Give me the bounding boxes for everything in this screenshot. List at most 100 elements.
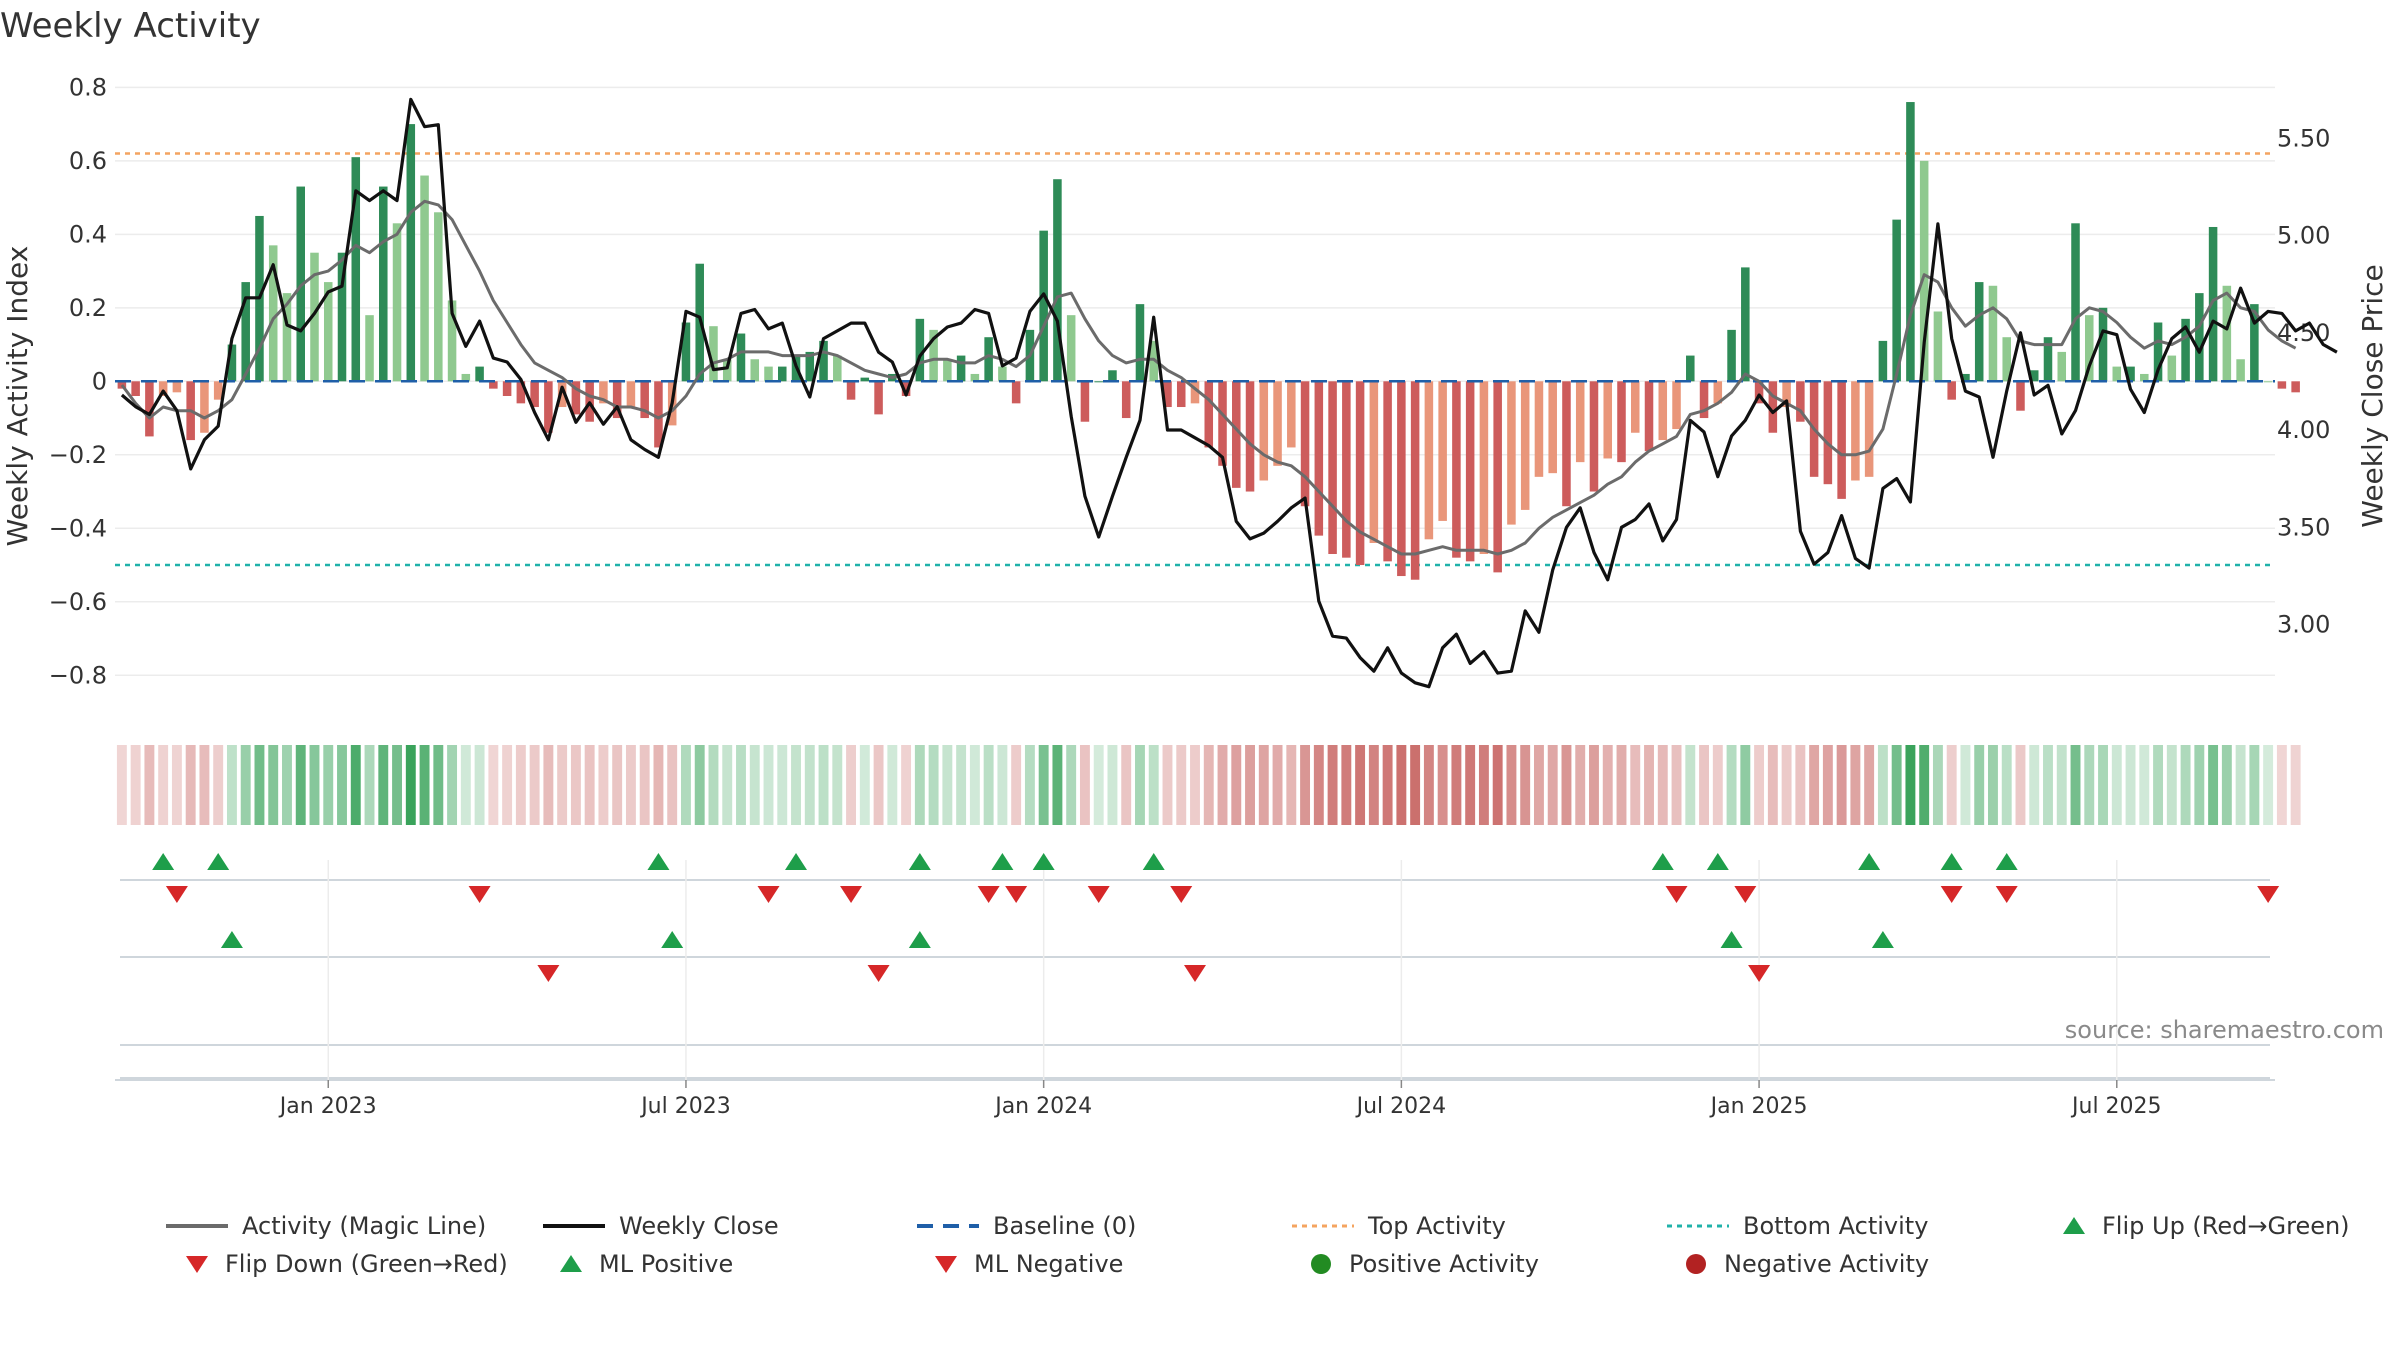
activity-bar [227, 344, 237, 382]
heat-strip-cell [1300, 745, 1311, 825]
activity-bar [1961, 373, 1970, 382]
ml-positive-marker [220, 931, 243, 948]
dashed-blue-line-icon [917, 1224, 979, 1228]
heat-strip-cell [378, 745, 389, 825]
y-axis-label-left: Weekly Activity Index [1, 246, 34, 547]
heat-strip-cell [309, 745, 320, 825]
activity-bar [1988, 285, 1998, 382]
activity-bar [2112, 366, 2122, 382]
activity-bar [1672, 381, 1681, 430]
heat-strip-cell [2166, 745, 2177, 825]
heat-strip-cell [2180, 745, 2191, 825]
activity-bar [200, 381, 209, 433]
activity-bar [1713, 381, 1723, 404]
heat-strip-cell [1313, 745, 1324, 825]
heat-strip-cell [2001, 745, 2012, 825]
flip-up-marker [647, 853, 670, 870]
y-tick-label-left: −0.8 [49, 661, 107, 689]
activity-bar [571, 381, 581, 415]
activity-bar [1686, 355, 1695, 382]
activity-bar [819, 340, 828, 382]
activity-bar [1699, 381, 1709, 419]
heat-strip-cell [1657, 745, 1668, 825]
activity-bar [475, 366, 484, 382]
heat-strip-cell [598, 745, 609, 825]
heat-strip-cell [1148, 745, 1159, 825]
heat-strip-cell [846, 745, 857, 825]
activity-bar [1300, 381, 1310, 507]
ml-negative-marker [1748, 965, 1771, 982]
red-dot-icon [1686, 1254, 1706, 1274]
heat-strip-cell [956, 745, 967, 825]
heat-strip-cell [1919, 745, 1930, 825]
heat-strip-cell [2221, 745, 2232, 825]
heat-strip-cell [1203, 745, 1214, 825]
legend-label: Activity (Magic Line) [242, 1212, 487, 1240]
legend-label: Negative Activity [1724, 1250, 1930, 1278]
weekly-close-series [120, 97, 2338, 689]
heat-strip-cell [557, 745, 568, 825]
x-tick-label: Jul 2024 [1355, 1094, 1447, 1119]
y-tick-label-right: 5.50 [2277, 124, 2330, 152]
legend-item-weekly-close: Weekly Close [543, 1212, 779, 1240]
ml-positive-marker [1871, 931, 1894, 948]
activity-bar [1218, 381, 1227, 466]
y-tick-label-left: 0.6 [69, 147, 107, 175]
heat-strip-cell [502, 745, 513, 825]
heat-strip-cell [1946, 745, 1957, 825]
dotted-orange-line-icon [1292, 1224, 1354, 1228]
heat-strip-cell [969, 745, 980, 825]
heat-strip-cell [612, 745, 623, 825]
activity-bar [172, 381, 182, 393]
activity-bar [1452, 381, 1461, 558]
flip-down-marker [977, 886, 1000, 903]
heat-strip-cell [488, 745, 499, 825]
activity-bar [612, 381, 622, 419]
heat-strip-cell [777, 745, 788, 825]
activity-bar [750, 359, 760, 382]
ml-negative-marker [867, 965, 890, 982]
legend-label: Bottom Activity [1743, 1212, 1929, 1240]
activity-bar [1424, 381, 1434, 540]
activity-bar [1094, 381, 1103, 383]
activity-bar [860, 377, 870, 382]
activity-bar [2195, 293, 2204, 382]
activity-bar [805, 351, 815, 382]
heat-strip-cell [983, 745, 994, 825]
heat-strip-cell [1850, 745, 1861, 825]
flip-up-marker [991, 853, 1014, 870]
heat-strip-cell [419, 745, 430, 825]
x-tick-label: Jan 2023 [278, 1094, 377, 1119]
activity-bar [1176, 381, 1186, 408]
heat-strip-cell [1822, 745, 1833, 825]
heat-strip-cell [1533, 745, 1544, 825]
activity-bar [1741, 267, 1750, 382]
activity-bar [1342, 381, 1351, 558]
activity-bar [310, 252, 319, 382]
y-tick-label-left: 0.8 [69, 73, 107, 101]
activity-bar [1617, 381, 1626, 463]
legend-item-positive-activity: Positive Activity [1307, 1250, 1539, 1278]
activity-bar [2016, 381, 2025, 411]
heat-strip-cell [171, 745, 182, 825]
legend-label: Flip Up (Red→Green) [2102, 1212, 2350, 1240]
activity-bar [764, 366, 773, 382]
heat-strip-cell [1135, 745, 1145, 825]
legend-label: Flip Down (Green→Red) [225, 1250, 508, 1278]
activity-bar [1053, 179, 1062, 382]
heat-strip-cell [295, 745, 306, 825]
legend-item-negative-activity: Negative Activity [1682, 1250, 1929, 1278]
activity-bar [2277, 381, 2287, 389]
green-triangle-up-icon [560, 1255, 582, 1272]
heat-strip-cell [1231, 745, 1242, 825]
heat-strip-cell [144, 745, 155, 825]
heat-strip-cell [1712, 745, 1723, 825]
heat-strip-cell [1492, 745, 1503, 825]
activity-bar [1328, 381, 1337, 554]
legend-label: Positive Activity [1349, 1250, 1539, 1278]
activity-bar [502, 381, 512, 396]
heat-strip-cell [1561, 745, 1572, 825]
y-tick-label-left: 0.4 [69, 220, 107, 248]
activity-bar [1878, 340, 1888, 382]
activity-bar [1933, 311, 1943, 382]
